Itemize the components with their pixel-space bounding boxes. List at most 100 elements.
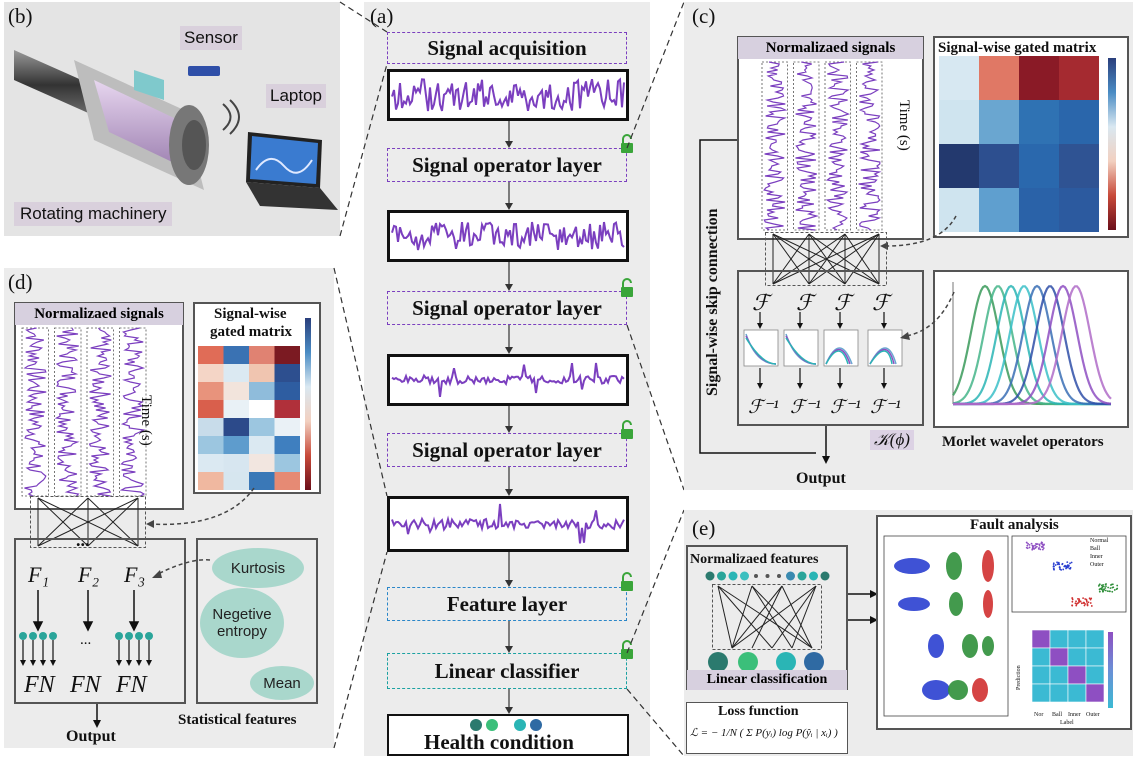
panel-c-tag: (c) <box>692 4 716 28</box>
e-cm-ylabel: Prediction <box>1016 665 1022 690</box>
unlock-icon-2 <box>621 278 633 297</box>
a-health-label: Health condition <box>424 730 574 754</box>
d-leaf-dots: ... <box>80 632 92 648</box>
e-legend-normal: Normal <box>1090 538 1109 544</box>
e-cm-x-ball: Ball <box>1052 712 1062 718</box>
c-normalized-header: Normalizaed signals <box>738 37 923 59</box>
d-feature-box <box>14 538 186 704</box>
e-confusion-matrix <box>1031 629 1105 703</box>
a-feature-box: Feature layer <box>387 587 627 621</box>
e-legend-inner: Inner <box>1090 554 1103 560</box>
e-fault-label: Fault analysis <box>970 517 1059 533</box>
d-feature-arrows <box>19 590 153 666</box>
c-f-2: ℱ <box>796 290 814 315</box>
e-normfeat-label: Normalizaed features <box>690 552 819 567</box>
d-kurtosis: Kurtosis <box>212 548 304 588</box>
a-acquisition-box: Signal acquisition <box>387 32 627 64</box>
rotating-machine-image <box>14 30 214 200</box>
c-output: Output <box>796 470 846 487</box>
a-flow-arrows <box>505 121 513 714</box>
d-negentropy: Negetive entropy <box>200 588 284 658</box>
c-morlet-curves <box>952 282 1112 406</box>
c-skip-path <box>699 139 830 464</box>
c-morlet-label: Morlet wavelet operators <box>942 434 1104 450</box>
d-f2: F₂ <box>78 562 100 587</box>
c-gated-label: Signal-wise gated matrix <box>938 40 1097 56</box>
d-heat-colorbar <box>305 318 311 490</box>
a-health-dots <box>470 719 542 731</box>
rotating-machinery-label: Rotating machinery <box>14 202 173 226</box>
d-dashed-arrow-2 <box>152 559 211 578</box>
panel-e-tag: (e) <box>692 516 716 540</box>
c-f-1: ℱ <box>752 290 770 315</box>
d-dashed-arrow-1 <box>146 487 255 528</box>
a-signal-2 <box>387 210 629 262</box>
c-connection-net <box>765 232 887 286</box>
a-signal-3-trace <box>391 362 625 398</box>
e-cm-xlabel: Label <box>1060 720 1074 726</box>
d-gated-label-1: Signal-wise <box>214 306 287 322</box>
panel-a-tag: (a) <box>370 4 394 28</box>
panel-b-tag: (b) <box>8 4 33 28</box>
e-connection-net <box>712 584 822 650</box>
c-finv-3: ℱ⁻¹ <box>830 397 861 418</box>
a-signal-1-trace <box>391 77 625 112</box>
e-class-dots <box>708 652 824 672</box>
a-signal-3 <box>387 354 629 406</box>
a-classifier-box: Linear classifier <box>387 653 627 689</box>
a-signal-4 <box>387 496 629 552</box>
d-output-arrow <box>93 704 101 728</box>
c-operator-box <box>737 270 924 426</box>
e-cm-x-outer: Outer <box>1086 712 1100 718</box>
c-time-label: Time (s) <box>896 100 912 151</box>
a-signal-4-trace <box>391 503 625 544</box>
e-loss-box <box>686 702 848 754</box>
d-gated-label-2: gated matrix <box>210 324 293 340</box>
sensor-label: Sensor <box>180 26 242 50</box>
unlock-icon-4 <box>621 572 633 591</box>
a-operator-box-2: Signal operator layer <box>387 291 627 325</box>
e-legend-ball: Ball <box>1090 546 1100 552</box>
e-legend-outer: Outer <box>1090 562 1104 568</box>
d-f1: F₁ <box>28 562 50 587</box>
c-gated-heatmap <box>939 56 1099 232</box>
panel-d-tag: (d) <box>8 270 33 294</box>
e-arrows <box>848 590 878 624</box>
laptop-icon <box>246 132 338 210</box>
c-signal-traces <box>761 61 883 231</box>
a-health-box <box>387 714 629 756</box>
a-signal-2-trace <box>391 220 625 251</box>
wifi-signal-icon <box>222 99 240 135</box>
c-finv-4: ℱ⁻¹ <box>870 397 901 418</box>
sensor-icon <box>188 66 220 76</box>
c-f-4: ℱ <box>872 290 890 315</box>
c-heat-colorbar <box>1108 58 1116 230</box>
c-spectrum-thumbs <box>743 312 903 389</box>
d-output: Output <box>66 728 116 745</box>
d-gated-heatmap <box>198 346 300 490</box>
d-fn-2: FN <box>70 672 101 698</box>
e-violin-plot <box>883 535 1009 717</box>
d-normalized-header: Normalizaed signals <box>15 303 183 325</box>
e-cm-x-inner: Inner <box>1068 712 1081 718</box>
c-kernel-label: 𝒦(ϕ) <box>870 430 914 450</box>
unlock-icon-3 <box>621 420 633 439</box>
d-fn-3: FN <box>116 672 147 698</box>
d-mean: Mean <box>250 666 314 700</box>
d-net-dots: ... <box>76 530 90 550</box>
e-feature-dots <box>705 571 830 581</box>
c-f-3: ℱ <box>834 290 852 315</box>
a-signal-1 <box>387 69 629 121</box>
e-loss-formula: ℒ = − 1/N ( Σ P(yᵢ) log P(ŷᵢ | xᵢ) ) <box>690 727 838 739</box>
c-finv-2: ℱ⁻¹ <box>790 397 821 418</box>
e-cm-x-nor: Nor <box>1034 712 1044 718</box>
d-stat-label: Statistical features <box>178 712 297 728</box>
a-operator-box-1: Signal operator layer <box>387 148 627 182</box>
e-cm-colorbar <box>1108 632 1113 708</box>
c-finv-1: ℱ⁻¹ <box>748 397 779 418</box>
e-tsne-scatter <box>1011 535 1127 613</box>
e-linclass-label: Linear classification <box>687 670 847 690</box>
d-f3: F₃ <box>124 562 146 587</box>
a-operator-box-3: Signal operator layer <box>387 433 627 467</box>
